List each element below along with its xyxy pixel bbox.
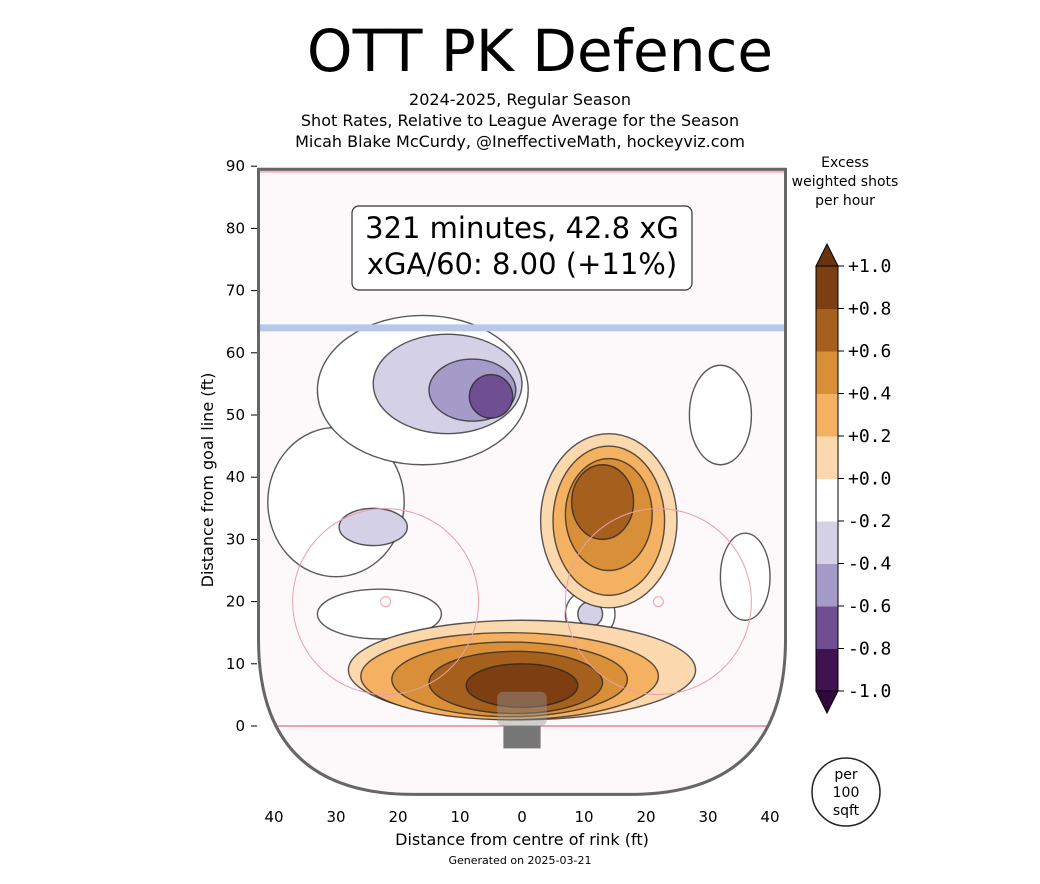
- colorbar-band: [816, 266, 838, 309]
- colorbar-tick-label: -0.4: [848, 554, 891, 575]
- colorbar-band: [816, 521, 838, 564]
- x-tick-label: 40: [760, 808, 779, 826]
- colorbar-tick-label: -0.6: [848, 596, 891, 617]
- colorbar-band: [816, 648, 838, 692]
- contour-purple-right-lower: [719, 532, 771, 621]
- y-axis-label: Distance from goal line (ft): [198, 373, 217, 588]
- x-tick-label: 40: [264, 808, 283, 826]
- y-tick-label: 40: [226, 468, 245, 486]
- y-tick-label: 50: [226, 406, 245, 424]
- subtitle-line-3: Micah Blake McCurdy, @IneffectiveMath, h…: [295, 132, 745, 151]
- colorbar-tick-label: +0.2: [848, 426, 891, 447]
- axes: 40 30 20 10 0 10 20 30 40 0 10 20 30 40 50 60 70 80 90 Dist…: [198, 157, 780, 849]
- y-tick-label: 10: [226, 655, 245, 673]
- colorbar-title-line: weighted shots: [792, 174, 899, 190]
- x-axis-label: Distance from centre of rink (ft): [395, 830, 649, 849]
- colorbar-band: [816, 308, 838, 352]
- faceoff-dot-right: [652, 596, 664, 608]
- colorbar-tick-label: -0.2: [848, 511, 891, 532]
- y-tick-label: 0: [235, 717, 245, 735]
- contour-orange-low-core: [465, 663, 579, 709]
- faceoff-dot-left: [380, 596, 392, 608]
- subtitle-line-2: Shot Rates, Relative to League Average f…: [300, 111, 740, 130]
- y-tick-label: 20: [226, 593, 245, 611]
- colorbar-tick-label: +0.6: [848, 341, 891, 362]
- colorbar-tick-label: -0.8: [848, 639, 891, 660]
- contour-purple-right-upper: [688, 364, 753, 466]
- goal-net: [503, 726, 541, 749]
- contour-purple-left-circle: [338, 507, 409, 547]
- colorbar-tick-label: +0.0: [848, 469, 891, 490]
- colorbar-extend-high: [815, 242, 839, 267]
- colorbar: +1.0 +0.8 +0.6 +0.4 +0.2 +0.0 -0.2 -0.4 -0.6 -0.8…: [792, 155, 899, 827]
- colorbar-tick-label: +0.4: [848, 384, 891, 405]
- rink: [257, 167, 787, 796]
- y-tick-label: 70: [226, 282, 245, 300]
- colorbar-extend-low: [815, 690, 839, 715]
- chart-title: OTT PK Defence: [306, 17, 774, 85]
- contour-orange-right-4: [570, 464, 635, 541]
- colorbar-band: [816, 563, 838, 607]
- rink-boards: [257, 167, 787, 796]
- colorbar-tick-label: +0.8: [848, 299, 891, 320]
- faceoff-circle-right: [564, 508, 752, 696]
- y-tick-label: 90: [226, 157, 245, 175]
- y-tick-label: 80: [226, 219, 245, 237]
- unit-badge-line: sqft: [833, 803, 860, 819]
- faceoff-circle-left: [292, 508, 480, 696]
- subtitle-line-1: 2024-2025, Regular Season: [409, 90, 631, 109]
- annotation-line-1: 321 minutes, 42.8 xG: [365, 211, 679, 245]
- annotation-line-2: xGA/60: 8.00 (+11%): [367, 247, 677, 281]
- heatmap-regions: [258, 169, 786, 749]
- unit-badge: [811, 757, 881, 827]
- colorbar-tick-label: -1.0: [848, 681, 891, 702]
- contour-purple-lower-left: [316, 588, 443, 640]
- colorbar-band: [816, 393, 838, 437]
- y-tick-label: 60: [226, 344, 245, 362]
- footer-text: Generated on 2025-03-21: [448, 854, 592, 867]
- colorbar-band: [816, 606, 838, 649]
- colorbar-title-line: Excess: [821, 155, 869, 171]
- contour-purple-upper-core: [468, 373, 514, 419]
- x-tick-label: 20: [636, 808, 655, 826]
- colorbar-tick-label: +1.0: [848, 256, 891, 277]
- x-tick-label: 20: [388, 808, 407, 826]
- goal-crease: [497, 691, 547, 726]
- colorbar-band: [816, 436, 838, 479]
- colorbar-band: [816, 351, 838, 394]
- colorbar-title-line: per hour: [815, 193, 875, 209]
- annotation-frame: [351, 205, 693, 291]
- x-tick-label: 10: [574, 808, 593, 826]
- x-tick-label: 30: [326, 808, 345, 826]
- x-tick-label: 30: [698, 808, 717, 826]
- unit-badge-line: 100: [833, 785, 860, 801]
- x-tick-label: 0: [517, 808, 527, 826]
- x-tick-label: 10: [450, 808, 469, 826]
- colorbar-band: [816, 478, 838, 522]
- unit-badge-line: per: [834, 767, 858, 783]
- y-tick-label: 30: [226, 530, 245, 548]
